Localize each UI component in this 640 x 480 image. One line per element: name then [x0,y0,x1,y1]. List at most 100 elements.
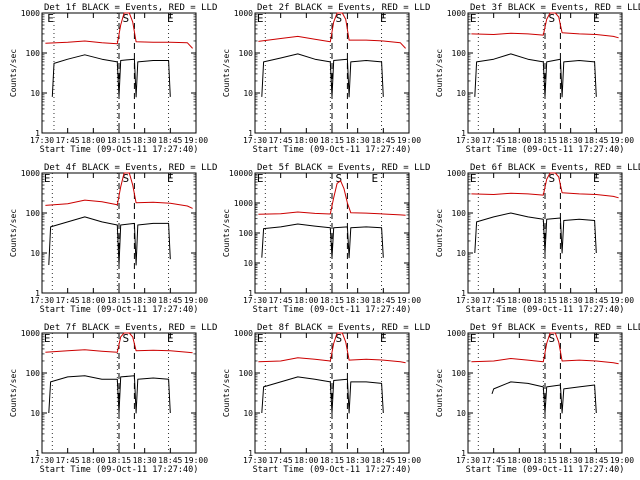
x-tick-label: 18:15 [533,136,557,145]
y-tick-label: 10 [30,89,40,98]
x-tick-label: 18:00 [81,296,105,305]
x-tick-label: 18:45 [371,296,395,305]
x-tick-label: 19:00 [184,296,208,305]
x-tick-label: 18:45 [584,136,608,145]
x-axis-label: Start Time (09-Oct-11 17:27:40) [253,305,412,315]
x-tick-label: 18:45 [158,456,182,465]
x-tick-label: 18:30 [346,296,370,305]
x-tick-label: 18:15 [107,136,131,145]
x-tick-label: 17:45 [56,136,80,145]
event-marker-e: E [257,12,264,25]
x-tick-label: 17:45 [269,296,293,305]
y-tick-label: 1 [461,129,466,138]
events-series-line [474,53,597,98]
y-axis-label: Counts/sec [222,49,231,97]
events-series-line [48,375,171,414]
event-marker-s: S [549,172,556,185]
x-tick-label: 18:00 [507,296,531,305]
x-tick-label: 18:15 [107,296,131,305]
y-tick-label: 1000 [447,9,466,18]
y-tick-label: 10 [456,89,466,98]
x-tick-label: 18:15 [533,456,557,465]
x-tick-label: 17:30 [243,296,267,305]
x-tick-label: 18:00 [294,296,318,305]
x-axis-label: Start Time (09-Oct-11 17:27:40) [253,465,412,475]
x-tick-label: 19:00 [610,136,634,145]
x-tick-label: 18:00 [507,456,531,465]
x-tick-label: 18:45 [158,136,182,145]
y-axis-label: Counts/sec [222,209,231,257]
y-tick-label: 10 [456,409,466,418]
event-marker-s: S [123,172,130,185]
x-tick-label: 18:15 [320,456,344,465]
event-marker-e: E [593,172,600,185]
y-tick-label: 1000 [21,329,40,338]
x-tick-label: 17:30 [30,456,54,465]
event-marker-s: S [123,332,130,345]
y-tick-label: 100 [26,369,41,378]
event-marker-e: E [257,172,264,185]
lld-series-line [471,12,619,39]
x-tick-label: 17:30 [243,456,267,465]
events-series-line [51,54,171,98]
y-axis-label: Counts/sec [435,49,444,97]
y-axis-label: Counts/sec [435,209,444,257]
event-marker-e: E [44,172,51,185]
lld-series-line [258,332,406,364]
chart-title: Det 1f BLACK = Events, RED = LLD [44,3,217,13]
lld-series-line [45,172,193,209]
event-marker-e: E [167,332,174,345]
y-tick-label: 1000 [234,329,253,338]
x-tick-label: 18:30 [346,136,370,145]
event-marker-e: E [380,12,387,25]
x-tick-label: 17:45 [482,296,506,305]
y-tick-label: 1 [248,449,253,458]
y-tick-label: 100 [452,369,467,378]
event-marker-s: S [549,332,556,345]
y-tick-label: 10000 [229,169,253,178]
x-tick-label: 17:30 [30,136,54,145]
x-tick-label: 17:45 [56,456,80,465]
x-tick-label: 17:30 [30,296,54,305]
y-tick-label: 1000 [234,9,253,18]
y-tick-label: 10 [243,409,253,418]
y-tick-label: 1000 [447,169,466,178]
x-tick-label: 19:00 [184,456,208,465]
event-marker-s: S [336,12,343,25]
x-tick-label: 17:45 [56,296,80,305]
event-marker-e: E [167,172,174,185]
x-tick-label: 17:45 [269,136,293,145]
y-tick-label: 1 [248,289,253,298]
x-tick-label: 18:45 [158,296,182,305]
event-marker-e: E [593,12,600,25]
y-tick-label: 100 [239,229,254,238]
x-tick-label: 17:30 [243,136,267,145]
x-tick-label: 18:45 [371,136,395,145]
events-series-line [261,376,384,414]
event-marker-e: E [470,332,477,345]
y-tick-label: 100 [26,209,41,218]
event-marker-e: E [257,332,264,345]
x-tick-label: 17:30 [456,456,480,465]
event-marker-s: S [336,332,343,345]
chart-panel-4: Det 4f BLACK = Events, RED = LLD 1 10 100 10… [9,163,217,315]
x-axis-label: Start Time (09-Oct-11 17:27:40) [466,465,625,475]
x-axis-label: Start Time (09-Oct-11 17:27:40) [466,305,625,315]
x-tick-label: 19:00 [397,136,421,145]
y-tick-label: 10 [243,259,253,268]
chart-title: Det 5f BLACK = Events, RED = LLD [257,163,430,173]
chart-panel-3: Det 3f BLACK = Events, RED = LLD 1 10 100 10… [435,3,640,155]
chart-panel-6: Det 6f BLACK = Events, RED = LLD 1 10 100 10… [435,163,640,315]
x-axis-label: Start Time (09-Oct-11 17:27:40) [40,145,199,155]
lld-series-line [45,12,193,49]
y-tick-label: 1000 [21,9,40,18]
x-axis-label: Start Time (09-Oct-11 17:27:40) [253,145,412,155]
x-tick-label: 18:00 [507,136,531,145]
event-marker-s: S [336,172,343,185]
y-tick-label: 10 [30,409,40,418]
y-tick-label: 10 [456,249,466,258]
x-axis-label: Start Time (09-Oct-11 17:27:40) [40,305,199,315]
x-tick-label: 18:00 [81,136,105,145]
x-tick-label: 18:15 [533,296,557,305]
x-tick-label: 18:00 [294,136,318,145]
